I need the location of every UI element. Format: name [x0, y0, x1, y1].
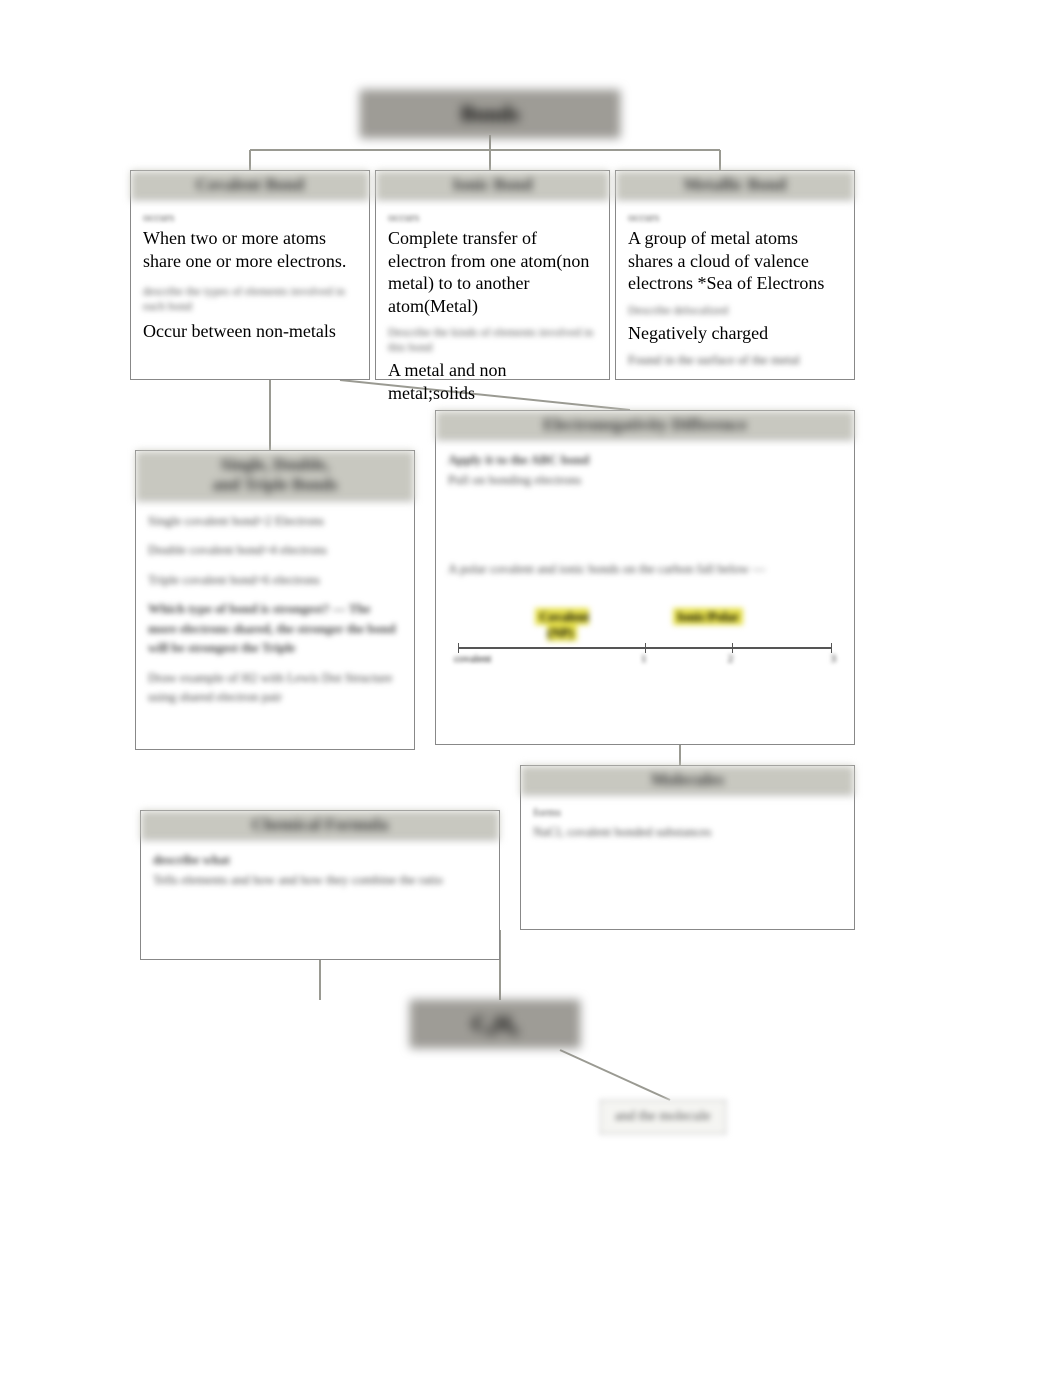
- eneg-scale-note: A polar covalent and ionic bonds on the …: [448, 559, 842, 579]
- diagram-root: Bonds Covalent Bond occurs When two or m…: [20, 40, 1042, 1337]
- covalent-sub2: describe the types of elements involved …: [143, 284, 357, 314]
- molecules-title: Molecules: [521, 766, 854, 795]
- bond-types-body: Single covalent bond=2 Electrons Double …: [136, 501, 414, 721]
- molecules-sub1: forms: [533, 805, 842, 820]
- eneg-t0: covalent: [454, 653, 491, 667]
- covalent-body2: Occur between non-metals: [143, 320, 357, 343]
- molecules-body1: NaCl, covalent bonded substances: [533, 822, 842, 842]
- cf-body: Tells elements and how and how they comb…: [153, 870, 487, 890]
- ionic-bond-node: Ionic Bond occurs Complete transfer of e…: [375, 170, 610, 380]
- ionic-title: Ionic Bond: [376, 171, 609, 200]
- eneg-scale: Covalent (NP) Ionic/Polar covalent 1 2 3: [448, 609, 842, 679]
- covalent-body1: When two or more atoms share one or more…: [143, 227, 357, 272]
- bond-types-l0: Single covalent bond=2 Electrons: [148, 511, 402, 531]
- ionic-body2: A metal and non metal;solids: [388, 359, 597, 404]
- example-formula: C₆H₆: [410, 1000, 580, 1048]
- bond-types-node: Single, Double, and Triple Bonds Single …: [135, 450, 415, 750]
- metallic-sub3: Found in the surface of the metal: [628, 350, 842, 370]
- continue-box: and the molecule: [600, 1100, 726, 1134]
- bond-types-l3: Which type of bond is strongest? — The m…: [148, 599, 402, 658]
- eneg-t3: 2: [728, 653, 734, 667]
- molecules-node: Molecules forms NaCl, covalent bonded su…: [520, 765, 855, 930]
- chemical-formula-node: Chemical Formula describe what Tells ele…: [140, 810, 500, 960]
- covalent-title: Covalent Bond: [131, 171, 369, 200]
- ionic-sub1: occurs: [388, 210, 597, 225]
- bond-types-l2: Triple covalent bond=6 electrons: [148, 570, 402, 590]
- bond-types-title1: Single, Double,: [142, 455, 408, 475]
- eneg-title: Electronegativity Difference: [436, 411, 854, 440]
- covalent-bond-node: Covalent Bond occurs When two or more at…: [130, 170, 370, 380]
- ionic-body1: Complete transfer of electron from one a…: [388, 227, 597, 317]
- eneg-scale-top-right: Ionic/Polar: [673, 608, 743, 625]
- metallic-body1: A group of metal atoms shares a cloud of…: [628, 227, 842, 295]
- ionic-sub2: Describe the kinds of elements involved …: [388, 325, 597, 355]
- cf-title: Chemical Formula: [141, 811, 499, 840]
- bond-types-l4: Draw example of H2 with Lewis Dot Struct…: [148, 668, 402, 707]
- metallic-body2: Negatively charged: [628, 322, 842, 345]
- metallic-bond-node: Metallic Bond occurs A group of metal at…: [615, 170, 855, 380]
- root-title: Bonds: [360, 90, 620, 138]
- metallic-title: Metallic Bond: [616, 171, 854, 200]
- cf-sub1: describe what: [153, 850, 487, 870]
- bond-types-title2: and Triple Bonds: [142, 475, 408, 495]
- covalent-sub1: occurs: [143, 210, 357, 225]
- eneg-sub1: Apply it to the ABC bond: [448, 450, 842, 470]
- metallic-sub1: occurs: [628, 210, 842, 225]
- metallic-sub2: Describe delocalized: [628, 303, 842, 318]
- electronegativity-node: Electronegativity Difference Apply it to…: [435, 410, 855, 745]
- eneg-t4: 3: [831, 653, 837, 667]
- eneg-line1: Pull on bonding electrons: [448, 470, 842, 490]
- bond-types-l1: Double covalent bond=4 electrons: [148, 540, 402, 560]
- eneg-t2: 1: [641, 653, 647, 667]
